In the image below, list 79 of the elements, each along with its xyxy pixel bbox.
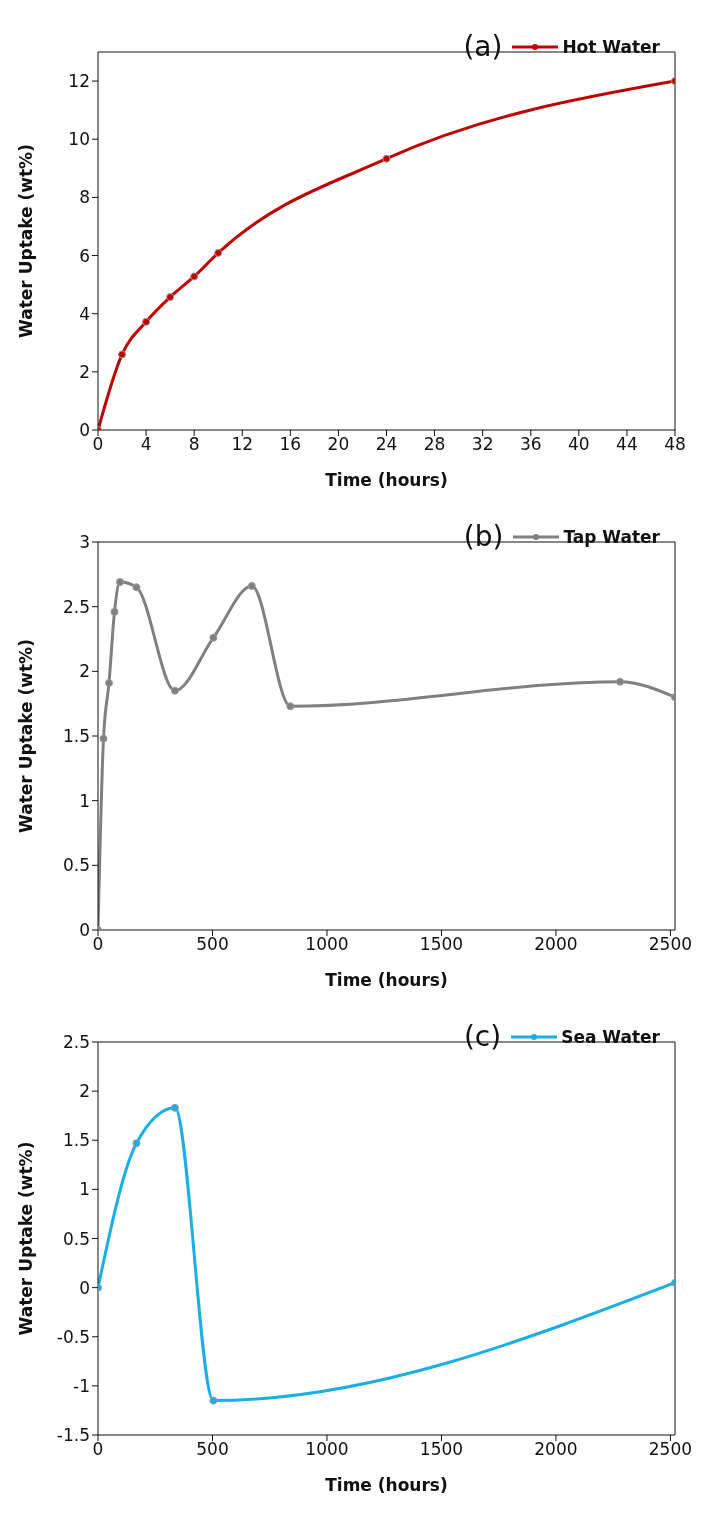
point — [616, 677, 625, 686]
x-tick-label: 24 — [375, 434, 398, 455]
y-tick-label: 1 — [79, 1179, 90, 1200]
x-axis-title: Time (hours) — [325, 470, 448, 490]
y-tick-label: 1.5 — [62, 726, 90, 747]
y-tick-label: -0.5 — [56, 1326, 90, 1347]
point — [110, 607, 119, 616]
x-tick-label: 0 — [92, 934, 104, 955]
x-axis-title: Time (hours) — [325, 970, 448, 990]
x-tick-label: 8 — [188, 434, 200, 455]
point — [190, 272, 199, 281]
y-tick-label: 6 — [79, 245, 90, 266]
x-axis-title: Time (hours) — [325, 1475, 448, 1495]
y-tick-label: 10 — [68, 129, 90, 150]
x-tick-label: 500 — [196, 1439, 229, 1460]
y-tick-label: 2.5 — [62, 596, 90, 617]
x-tick-label: 1500 — [419, 1439, 464, 1460]
y-axis-title: Water Uptake (wt%) — [16, 144, 37, 338]
x-tick-label: 2000 — [534, 934, 578, 955]
x-tick-label: 2500 — [648, 934, 693, 955]
y-tick-label: 1.5 — [62, 1130, 90, 1151]
point — [382, 154, 391, 163]
x-tick-label: 12 — [231, 434, 254, 455]
x-tick-label: 48 — [664, 434, 686, 455]
x-tick-label: 40 — [568, 434, 590, 455]
y-tick-label: 2 — [79, 661, 90, 682]
legend-label: Sea Water — [561, 1026, 660, 1047]
legend-label: Tap Water — [563, 526, 660, 547]
point — [214, 248, 223, 257]
y-tick-label: 8 — [79, 187, 90, 208]
point — [99, 734, 108, 743]
point — [170, 1103, 179, 1112]
point — [142, 317, 151, 326]
point — [118, 350, 127, 359]
x-tick-label: 20 — [327, 434, 350, 455]
y-tick-label: 2 — [79, 361, 90, 382]
x-tick-label: 2500 — [648, 1439, 693, 1460]
y-tick-label: 12 — [68, 71, 90, 92]
point — [115, 578, 124, 587]
y-tick-label: 0 — [79, 420, 90, 441]
x-tick-label: 2000 — [534, 1439, 578, 1460]
point — [209, 1396, 218, 1405]
point — [166, 293, 175, 302]
point — [209, 633, 218, 642]
x-tick-label: 4 — [140, 434, 152, 455]
point — [132, 1139, 141, 1148]
y-tick-label: 0 — [79, 1277, 90, 1298]
x-tick-label: 32 — [471, 434, 494, 455]
y-tick-label: -1 — [73, 1375, 90, 1396]
x-tick-label: 36 — [519, 434, 542, 455]
x-tick-label: 1000 — [305, 934, 349, 955]
legend-label: Hot Water — [562, 36, 660, 57]
x-tick-label: 1500 — [419, 934, 464, 955]
y-tick-label: 2.5 — [62, 1032, 90, 1053]
annotation: (c) — [463, 1020, 502, 1053]
x-tick-label: 0 — [92, 434, 104, 455]
y-tick-label: 0.5 — [62, 1228, 90, 1249]
y-tick-label: 2 — [79, 1081, 90, 1102]
y-tick-label: 1 — [79, 790, 90, 811]
y-axis-title: Water Uptake (wt%) — [16, 639, 37, 833]
y-tick-label: 4 — [79, 303, 90, 324]
y-tick-label: 0.5 — [62, 855, 90, 876]
y-tick-label: -1.5 — [56, 1425, 90, 1446]
x-tick-label: 1000 — [305, 1439, 349, 1460]
x-tick-label: 28 — [423, 434, 446, 455]
x-tick-label: 16 — [279, 434, 302, 455]
x-tick-label: 0 — [92, 1439, 104, 1460]
point — [286, 702, 295, 711]
y-tick-label: 3 — [79, 532, 90, 553]
annotation: (a) — [463, 30, 503, 63]
point — [132, 583, 141, 592]
y-tick-label: 0 — [79, 920, 90, 941]
x-tick-label: 44 — [616, 434, 638, 455]
point — [170, 686, 179, 695]
x-tick-label: 500 — [196, 934, 229, 955]
point — [247, 581, 256, 590]
point — [104, 678, 113, 687]
y-axis-title: Water Uptake (wt%) — [16, 1141, 37, 1336]
annotation: (b) — [463, 520, 504, 553]
